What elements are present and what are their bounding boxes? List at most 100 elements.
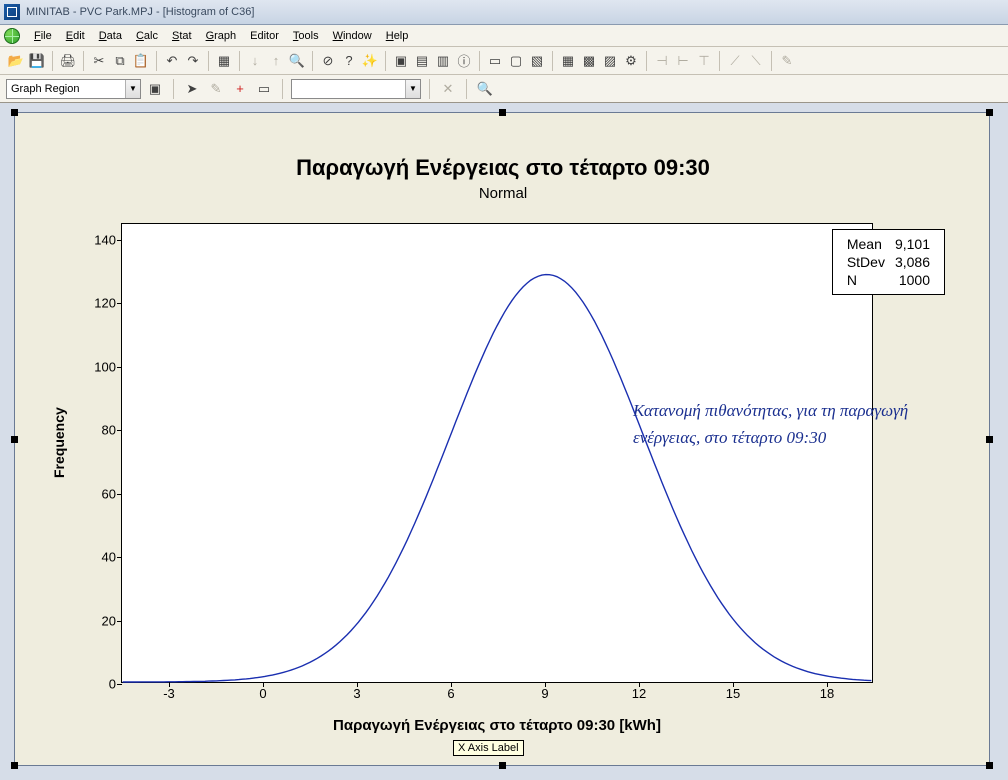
plot-box[interactable]: 020406080100120140-30369121518	[121, 223, 873, 683]
resize-handle[interactable]	[499, 762, 506, 769]
annotation-text[interactable]: Κατανομή πιθανότητας, για τη παραγωγή εν…	[633, 397, 963, 451]
menu-window[interactable]: Window	[327, 28, 378, 44]
align-right-icon[interactable]: ⊤	[694, 51, 714, 71]
resize-handle[interactable]	[499, 109, 506, 116]
stats-stdev-label: StDev	[843, 254, 889, 270]
normal-curve	[123, 275, 872, 682]
align-left-icon[interactable]: ⊣	[652, 51, 672, 71]
info-icon[interactable]: ⓘ	[454, 51, 474, 71]
y-tick-label: 120	[76, 296, 116, 311]
menu-tools[interactable]: Tools	[287, 28, 325, 44]
resize-handle[interactable]	[986, 109, 993, 116]
stats-n-value: 1000	[891, 272, 934, 288]
chart-subtitle[interactable]: Normal	[53, 185, 953, 202]
session-icon[interactable]: ▣	[391, 51, 411, 71]
ruler2-icon[interactable]: ⟍	[746, 51, 766, 71]
y-tick	[117, 684, 122, 685]
worksheet-icon[interactable]: ▦	[214, 51, 234, 71]
chart-icon[interactable]: ▨	[600, 51, 620, 71]
graph-window[interactable]: Παραγωγή Ενέργειας στο τέταρτο 09:30 Nor…	[14, 112, 990, 766]
window-title: MINITAB - PVC Park.MPJ - [Histogram of C…	[26, 6, 254, 18]
app-icon	[4, 4, 20, 20]
crosshair-tool-icon[interactable]: +	[230, 79, 250, 99]
x-tick-label: -3	[149, 686, 189, 701]
pointer-tool-icon[interactable]: ➤	[182, 79, 202, 99]
y-axis-label[interactable]: Frequency	[47, 213, 71, 673]
report-icon[interactable]: ▭	[485, 51, 505, 71]
calc-icon[interactable]: ▦	[558, 51, 578, 71]
up-icon[interactable]: ↑	[266, 51, 286, 71]
down-icon[interactable]: ↓	[245, 51, 265, 71]
project-icon[interactable]: ▤	[412, 51, 432, 71]
print-icon[interactable]: 🖨	[58, 51, 78, 71]
menu-stat[interactable]: Stat	[166, 28, 198, 44]
redo-icon[interactable]: ↷	[183, 51, 203, 71]
y-tick	[117, 621, 122, 622]
open-icon[interactable]: 📂	[6, 51, 26, 71]
y-tick	[117, 303, 122, 304]
resize-handle[interactable]	[11, 762, 18, 769]
find-icon[interactable]: 🔍	[287, 51, 307, 71]
edit-graph-icon[interactable]: ▧	[527, 51, 547, 71]
window-titlebar: MINITAB - PVC Park.MPJ - [Histogram of C…	[0, 0, 1008, 25]
undo-icon[interactable]: ↶	[162, 51, 182, 71]
properties-icon[interactable]: ▣	[145, 79, 165, 99]
menu-editor[interactable]: Editor	[244, 28, 285, 44]
graphs-icon[interactable]: ▥	[433, 51, 453, 71]
resize-handle[interactable]	[11, 109, 18, 116]
x-tick-label: 9	[525, 686, 565, 701]
resize-handle[interactable]	[986, 436, 993, 443]
y-tick	[117, 430, 122, 431]
menu-help[interactable]: Help	[380, 28, 415, 44]
region-select[interactable]: Graph Region▼	[6, 79, 141, 99]
tool-icon[interactable]: ⚙	[621, 51, 641, 71]
brush-tool-icon[interactable]: ✎	[206, 79, 226, 99]
x-tick-label: 12	[619, 686, 659, 701]
delete-icon[interactable]: ✕	[438, 79, 458, 99]
x-tick-label: 3	[337, 686, 377, 701]
menu-graph[interactable]: Graph	[200, 28, 243, 44]
menu-data[interactable]: Data	[93, 28, 128, 44]
zoom-icon[interactable]: 🔍	[475, 79, 495, 99]
chart-title[interactable]: Παραγωγή Ενέργειας στο τέταρτο 09:30	[53, 155, 953, 181]
resize-handle[interactable]	[986, 762, 993, 769]
y-tick	[117, 367, 122, 368]
series-select[interactable]: ▼	[291, 79, 421, 99]
y-tick	[117, 494, 122, 495]
menu-edit[interactable]: Edit	[60, 28, 91, 44]
x-tick-label: 0	[243, 686, 283, 701]
menu-file[interactable]: File	[28, 28, 58, 44]
y-tick	[117, 557, 122, 558]
new-graph-icon[interactable]: ▢	[506, 51, 526, 71]
wizard-icon[interactable]: ✨	[360, 51, 380, 71]
menu-calc[interactable]: Calc	[130, 28, 164, 44]
stats-box[interactable]: Mean9,101 StDev3,086 N1000	[832, 229, 945, 295]
x-tick-label: 6	[431, 686, 471, 701]
stats-icon[interactable]: ▩	[579, 51, 599, 71]
y-tick-label: 20	[76, 613, 116, 628]
y-tick-label: 80	[76, 423, 116, 438]
x-tick-label: 18	[807, 686, 847, 701]
paste-icon[interactable]: 📋	[131, 51, 151, 71]
graph-toolbar: Graph Region▼ ▣ ➤ ✎ + ▭ ▼ ✕ 🔍	[0, 75, 1008, 103]
stats-mean-value: 9,101	[891, 236, 934, 252]
x-tick-label: 15	[713, 686, 753, 701]
globe-icon[interactable]	[4, 28, 20, 44]
stats-n-label: N	[843, 272, 889, 288]
cancel-icon[interactable]: ⊘	[318, 51, 338, 71]
select-tool-icon[interactable]: ▭	[254, 79, 274, 99]
stats-stdev-value: 3,086	[891, 254, 934, 270]
cut-icon[interactable]: ✂	[89, 51, 109, 71]
align-center-icon[interactable]: ⊢	[673, 51, 693, 71]
save-icon[interactable]: 💾	[27, 51, 47, 71]
y-tick-label: 60	[76, 486, 116, 501]
ruler-icon[interactable]: ⟋	[725, 51, 745, 71]
resize-handle[interactable]	[11, 436, 18, 443]
copy-icon[interactable]: ⧉	[110, 51, 130, 71]
main-toolbar: 📂💾🖨✂⧉📋↶↷▦↓↑🔍⊘?✨▣▤▥ⓘ▭▢▧▦▩▨⚙⊣⊢⊤⟋⟍✎	[0, 47, 1008, 75]
menu-bar: File Edit Data Calc Stat Graph Editor To…	[0, 25, 1008, 47]
help-icon[interactable]: ?	[339, 51, 359, 71]
x-axis-label[interactable]: Παραγωγή Ενέργειας στο τέταρτο 09:30 [kW…	[121, 717, 873, 734]
y-tick-label: 40	[76, 550, 116, 565]
edit-icon[interactable]: ✎	[777, 51, 797, 71]
